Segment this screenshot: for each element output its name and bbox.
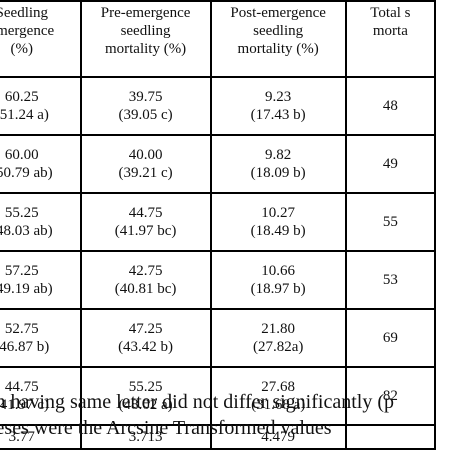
table-row: 60.25 (51.24 a) 39.75 (39.05 c) 9.23 (17.43… bbox=[0, 76, 437, 136]
cell-total-mortality: 53 bbox=[344, 250, 437, 310]
cell-pre-mortality: 44.75 (41.97 bc) bbox=[79, 192, 212, 252]
footnote-line-1: mn having same letter did not differ sig… bbox=[0, 391, 394, 413]
cell-post-mortality: 27.68 (31.68 a) bbox=[209, 366, 347, 426]
cell-emergence: 60.00(50.79 ab) bbox=[0, 134, 82, 194]
cell-post-mortality: 9.82 (18.09 b) bbox=[209, 134, 347, 194]
header-post-emergence-mortality: Post-emergence seedling mortality (%) bbox=[209, 0, 347, 78]
cell-pre-mortality: 55.25 (48.02 a) bbox=[79, 366, 212, 426]
cell-total-mortality: 55 bbox=[344, 192, 437, 252]
cell-emergence: 55.25(48.03 ab) bbox=[0, 192, 82, 252]
cell-total-mortality: 82 bbox=[344, 366, 437, 426]
cv-emergence: 3.77 bbox=[0, 424, 82, 450]
header-pre-emergence-mortality: Pre-emergence seedling mortality (%) bbox=[79, 0, 212, 78]
results-table: Seedling emergence (%) Pre-emergence see… bbox=[0, 0, 437, 450]
header-row: Seedling emergence (%) Pre-emergence see… bbox=[0, 0, 437, 78]
footnote-line-2: theses were the Arcsine Transformed valu… bbox=[0, 417, 332, 439]
cv-total-mortality bbox=[344, 424, 437, 450]
cell-pre-mortality: 40.00 (39.21 c) bbox=[79, 134, 212, 194]
table-row: 55.25(48.03 ab) 44.75(41.97 bc) 10.27(18… bbox=[0, 192, 437, 252]
table-row: 57.25(49.19 ab) 42.75(40.81 bc) 10.66(18… bbox=[0, 250, 437, 310]
cell-post-mortality: 10.27 (18.49 b) bbox=[209, 192, 347, 252]
cell-emergence: 57.25(49.19 ab) bbox=[0, 250, 82, 310]
cell-total-mortality: 69 bbox=[344, 308, 437, 368]
cell-post-mortality: 9.23 (17.43 b) bbox=[209, 76, 347, 136]
table-row: 44.75 (41.97 c) 55.25 (48.02 a) 27.68 (31.6… bbox=[0, 366, 437, 426]
cell-emergence: 44.75 (41.97 c) bbox=[0, 366, 82, 426]
table-footnote: mn having same letter did not differ sig… bbox=[0, 389, 394, 441]
cell-emergence: 52.75(46.87 b) bbox=[0, 308, 82, 368]
cell-pre-mortality: 39.75 (39.05 c) bbox=[79, 76, 212, 136]
cell-post-mortality: 10.66 (18.97 b) bbox=[209, 250, 347, 310]
cell-post-mortality: 21.80 (27.82a) bbox=[209, 308, 347, 368]
cell-total-mortality: 48 bbox=[344, 76, 437, 136]
cell-total-mortality: 49 bbox=[344, 134, 437, 194]
table-row: 60.00(50.79 ab) 40.00(39.21 c) 9.82(18.0… bbox=[0, 134, 437, 194]
header-seedling-emergence: Seedling emergence (%) bbox=[0, 0, 82, 78]
cell-pre-mortality: 42.75 (40.81 bc) bbox=[79, 250, 212, 310]
cv-row: 3.77 3.713 4.479 bbox=[0, 424, 437, 450]
header-total-mortality: Total s morta bbox=[344, 0, 437, 78]
cell-emergence: 60.25 (51.24 a) bbox=[0, 76, 82, 136]
cv-post-mortality: 4.479 bbox=[209, 424, 347, 450]
table-row: 52.75(46.87 b) 47.25(43.42 b) 21.80(27.8… bbox=[0, 308, 437, 368]
cv-pre-mortality: 3.713 bbox=[79, 424, 212, 450]
cell-pre-mortality: 47.25 (43.42 b) bbox=[79, 308, 212, 368]
